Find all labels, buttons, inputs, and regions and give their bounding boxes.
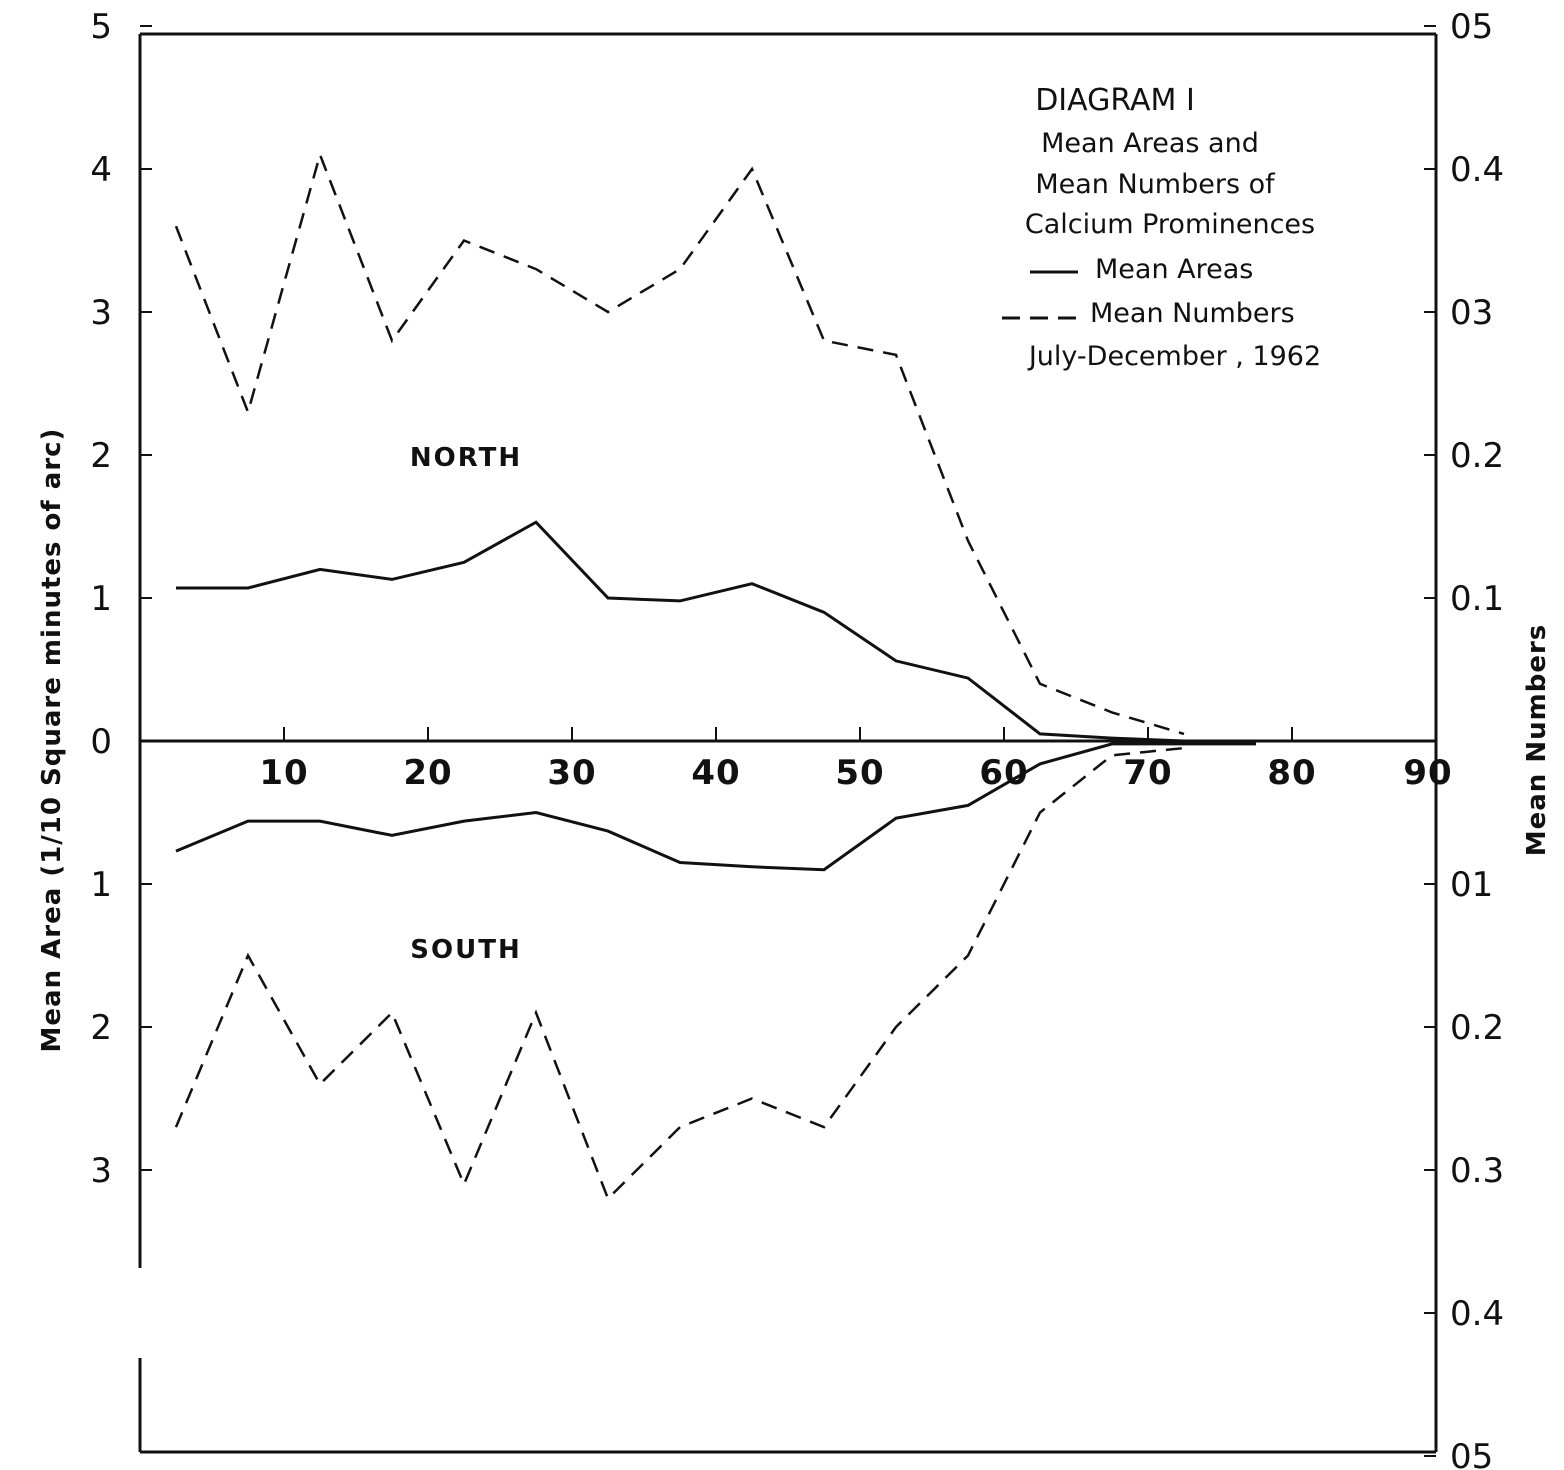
right-tick-label: 0.2 [1450, 436, 1504, 476]
left-tick-label: 1 [90, 865, 112, 905]
right-tick-label: 05 [1450, 7, 1493, 47]
north-label: NORTH [410, 443, 522, 473]
north-mean-numbers-line [174, 150, 1185, 736]
north-mean-areas-line [176, 520, 1185, 743]
x-tick-label: 20 [403, 753, 452, 793]
right-tick-label: 0.2 [1450, 1008, 1504, 1048]
x-tick-label: 90 [1403, 753, 1452, 793]
x-tick-label: 80 [1267, 753, 1316, 793]
left-tick-label: 1 [90, 579, 112, 619]
left-tick-label: 4 [90, 150, 112, 190]
right-tick-label: 01 [1450, 865, 1493, 905]
subtitle-line-1: Mean Areas and [1041, 128, 1259, 159]
south-mean-areas-line [175, 742, 1256, 872]
right-axis-title: Mean Numbers [1522, 624, 1552, 857]
x-tick-label: 70 [1123, 753, 1172, 793]
plot-frame [138, 32, 1438, 1454]
south-label: SOUTH [410, 935, 521, 965]
subtitle-line-3: Calcium Prominences [1025, 209, 1315, 240]
left-axis-title: Mean Area (1/10 Square minutes of arc) [37, 428, 67, 1053]
south-mean-numbers-line [174, 746, 1185, 1201]
left-tick-label: 0 [90, 722, 112, 762]
x-tick-label: 30 [547, 753, 596, 793]
ticks-layer: 10 20 30 40 50 60 70 80 90543210123050.4030.20.1… [90, 7, 1504, 1470]
legend-label-areas: Mean Areas [1095, 254, 1253, 285]
x-tick-label: 50 [835, 753, 884, 793]
left-tick-label: 2 [90, 436, 112, 476]
right-tick-label: 03 [1450, 293, 1493, 333]
right-tick-label: 0.3 [1450, 1151, 1504, 1191]
right-tick-label: 0.4 [1450, 150, 1504, 190]
right-tick-label: 0.1 [1450, 579, 1504, 619]
left-tick-label: 2 [90, 1008, 112, 1048]
lines-layer [174, 150, 1256, 1201]
left-tick-label: 5 [90, 7, 112, 47]
legend-label-numbers: Mean Numbers [1090, 298, 1295, 329]
chart-title: DIAGRAM I [1035, 83, 1195, 118]
subtitle-line-2: Mean Numbers of [1035, 169, 1276, 200]
left-tick-label: 3 [90, 1151, 112, 1191]
right-tick-label: 0.4 [1450, 1294, 1504, 1334]
legend: DIAGRAM I Mean Areas and Mean Numbers of… [1002, 83, 1321, 372]
period-label: July-December , 1962 [1027, 341, 1321, 372]
left-tick-label: 3 [90, 293, 112, 333]
right-tick-label: 05 [1450, 1437, 1493, 1470]
x-tick-label: 40 [691, 753, 740, 793]
x-tick-label: 10 [259, 753, 308, 793]
